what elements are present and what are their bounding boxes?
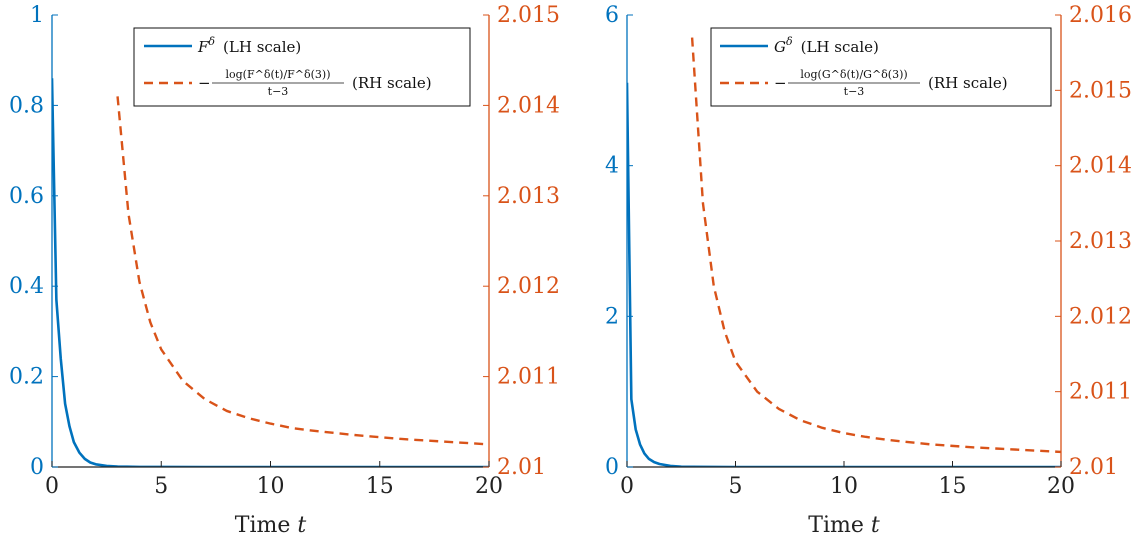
chart-panel-1: 0 5 10 15 20 0 0.2 0.4 0.6 0.8 1 2.01 2.011 2.012 2.01… — [9, 3, 560, 538]
legend-fraction-numerator: log(F^δ(t)/F^δ(3)) — [226, 68, 331, 81]
y-tick-label-left: 0 — [30, 455, 44, 480]
x-tick-label: 10 — [830, 474, 858, 499]
y-tick-label-left: 2 — [605, 304, 619, 329]
x-tick-label: 15 — [939, 474, 967, 499]
series-line-rh — [690, 37, 1061, 454]
x-tick-label: 5 — [154, 474, 168, 499]
legend-fraction-denominator: t−3 — [268, 85, 289, 98]
legend-entry-rh-suffix: (RH scale) — [352, 74, 432, 92]
x-tick-label: 0 — [620, 474, 634, 499]
y-tick-label-right: 2.012 — [497, 274, 560, 299]
legend: Fδ (LH scale) − log(F^δ(t)/F^δ(3)) t−3 (RH sc… — [133, 27, 471, 107]
legend-minus: − — [198, 74, 211, 92]
x-tick-label: 20 — [475, 474, 503, 499]
legend-entry-rh-suffix: (RH scale) — [928, 74, 1008, 92]
x-tick-label: 10 — [257, 474, 285, 499]
y-tick-label-left: 0 — [605, 455, 619, 480]
y-tick-label-right: 2.015 — [497, 3, 560, 28]
x-tick-label: 5 — [729, 474, 743, 499]
y-tick-label-right: 2.014 — [1069, 154, 1132, 179]
x-tick-label: 15 — [366, 474, 394, 499]
y-tick-label-left: 0.4 — [9, 274, 44, 299]
series-line-lh — [627, 82, 1061, 467]
y-tick-label-right: 2.013 — [1069, 229, 1132, 254]
y-tick-label-right: 2.01 — [1069, 455, 1118, 480]
legend-entry-lh: Fδ (LH scale) — [197, 35, 301, 56]
legend-fraction-denominator: t−3 — [844, 85, 865, 98]
legend: Gδ (LH scale) − log(G^δ(t)/G^δ(3)) t−3 (RH sc… — [710, 27, 1052, 107]
y-tick-label-left: 1 — [30, 3, 44, 28]
y-tick-label-left: 0.6 — [9, 184, 44, 209]
legend-box — [133, 27, 471, 107]
x-tick-label: 0 — [45, 474, 59, 499]
y-tick-label-right: 2.011 — [497, 365, 560, 390]
chart-panel-2: 0 5 10 15 20 0 2 4 6 2.01 2.011 2.012 2.013 2.014 2.01… — [605, 3, 1132, 538]
series-line-lh — [52, 78, 489, 467]
legend-box — [710, 27, 1052, 107]
legend-fraction-numerator: log(G^δ(t)/G^δ(3)) — [800, 68, 907, 81]
y-tick-label-left: 0.8 — [9, 93, 44, 118]
y-tick-label-right: 2.011 — [1069, 380, 1132, 405]
y-tick-label-right: 2.012 — [1069, 304, 1132, 329]
y-tick-label-right: 2.013 — [497, 184, 560, 209]
x-tick-label: 20 — [1047, 474, 1075, 499]
legend-minus: − — [774, 74, 787, 92]
y-tick-label-right: 2.016 — [1069, 3, 1132, 28]
y-tick-label-right: 2.014 — [497, 93, 560, 118]
y-tick-label-right: 2.01 — [497, 455, 546, 480]
y-tick-label-left: 6 — [605, 3, 619, 28]
legend-entry-lh: Gδ (LH scale) — [774, 35, 879, 56]
y-tick-label-right: 2.015 — [1069, 78, 1132, 103]
series-line-rh — [116, 96, 489, 446]
x-axis-label: Time t — [235, 513, 307, 538]
x-axis-label: Time t — [808, 513, 880, 538]
y-tick-label-left: 0.2 — [9, 365, 44, 390]
y-tick-label-left: 4 — [605, 154, 619, 179]
